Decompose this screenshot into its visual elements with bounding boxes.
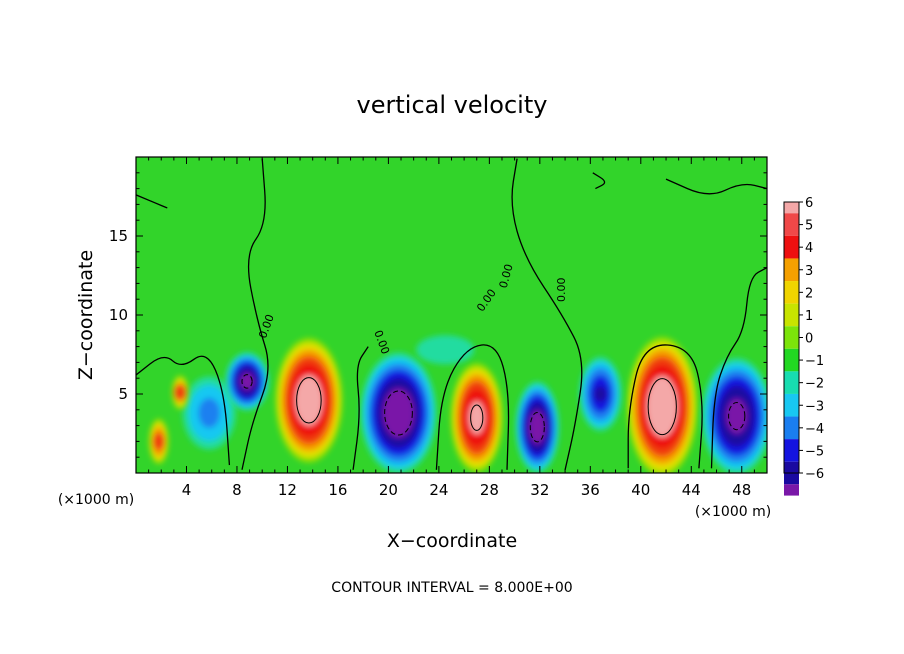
contour-line (647, 378, 677, 436)
zero-contour (136, 355, 231, 466)
colorbar-label: −1 (805, 354, 824, 369)
velocity-shade (198, 398, 221, 428)
x-tick-label: 4 (182, 481, 192, 499)
colorbar-label: −6 (805, 467, 824, 482)
x-axis-label: X−coordinate (387, 530, 517, 552)
colorbar-swatch (784, 281, 799, 304)
velocity-shade (152, 432, 166, 450)
chart-title: vertical velocity (357, 91, 548, 119)
colorbar-swatch (784, 202, 799, 214)
colorbar: 6 5 4 3 2 1 0 −1 −2 −3 −4 −5 −6 (783, 196, 824, 496)
colorbar-label: 4 (805, 241, 813, 256)
colorbar-swatch (784, 213, 799, 236)
zero-contour (435, 344, 510, 470)
velocity-cell (171, 375, 189, 410)
colorbar-swatch (784, 484, 799, 496)
zero-contour (627, 344, 703, 469)
colorbar-label: −2 (805, 377, 824, 392)
contour-lines (136, 158, 767, 470)
velocity-shade (382, 388, 414, 438)
colorbar-label: −5 (805, 444, 824, 459)
velocity-cell (701, 358, 767, 473)
velocity-cell (225, 352, 269, 411)
velocity-cell (450, 363, 503, 473)
zero-contour (241, 158, 269, 470)
colorbar-label: −4 (805, 422, 824, 437)
colorbar-swatch (784, 371, 799, 394)
zero-contour (352, 346, 369, 470)
y-tick-label: 5 (118, 385, 128, 403)
x-tick-label: 16 (328, 481, 347, 499)
colorbar-label: 6 (805, 196, 813, 211)
velocity-cell (579, 356, 622, 432)
x-axis: 4 8 12 16 20 24 28 32 36 40 44 48 (148, 157, 755, 499)
velocity-shade (416, 335, 475, 365)
contour-line (296, 377, 322, 424)
x-tick-label: 20 (379, 481, 398, 499)
contour-line (529, 412, 545, 443)
x-tick-label: 32 (530, 481, 549, 499)
colorbar-swatch (784, 258, 799, 282)
x-tick-label: 12 (278, 481, 297, 499)
velocity-shade (295, 374, 323, 426)
y-tick-label: 10 (109, 306, 128, 324)
y-tick-label: 15 (109, 227, 128, 245)
x-tick-label: 28 (480, 481, 499, 499)
x-tick-label: 40 (631, 481, 650, 499)
colorbar-label: −3 (805, 399, 824, 414)
colorbar-swatch (784, 326, 799, 349)
contour-line (384, 390, 413, 436)
velocity-cell (627, 337, 698, 473)
y-axis-label: Z−coordinate (75, 250, 97, 380)
y-axis: 5 10 15 (109, 172, 767, 458)
x-tick-label: 8 (232, 481, 242, 499)
velocity-shade (529, 410, 546, 445)
contour-line (241, 374, 253, 389)
contour-label: 0.00 (497, 263, 516, 290)
colorbar-label: 0 (805, 332, 813, 347)
colorbar-swatch (784, 303, 799, 327)
x-unit-right: (×1000 m) (695, 504, 771, 520)
velocity-shade (173, 384, 187, 401)
colorbar-label: 1 (805, 309, 813, 324)
colorbar-swatch (784, 235, 799, 259)
x-unit-left: (×1000 m) (58, 492, 134, 508)
colorbar-label: 2 (805, 286, 813, 301)
contour-line (470, 404, 484, 431)
velocity-field (148, 335, 767, 473)
x-tick-label: 36 (581, 481, 600, 499)
velocity-shade (468, 401, 485, 435)
zero-contour (136, 194, 168, 209)
colorbar-swatch (784, 439, 799, 462)
velocity-cell (148, 418, 169, 465)
velocity-cell (360, 352, 437, 473)
contour-label: 0.00 (555, 277, 568, 302)
velocity-shade (726, 398, 748, 434)
colorbar-swatch (784, 393, 799, 417)
velocity-shade (594, 386, 607, 402)
contour-line (728, 402, 746, 431)
x-tick-label: 24 (429, 481, 448, 499)
zero-contour (665, 178, 767, 195)
colorbar-label: 3 (805, 264, 813, 279)
velocity-shade (646, 376, 678, 438)
x-tick-label: 44 (682, 481, 701, 499)
zero-contour (511, 158, 583, 470)
colorbar-swatch (784, 348, 799, 372)
velocity-cell (416, 335, 475, 365)
contour-interval-note: CONTOUR INTERVAL = 8.000E+00 (331, 580, 572, 596)
velocity-cell (275, 338, 343, 463)
colorbar-label: 5 (805, 219, 813, 234)
velocity-cell (515, 381, 560, 473)
zero-contour (710, 267, 767, 469)
zero-contour (592, 172, 606, 190)
x-tick-label: 48 (732, 481, 751, 499)
colorbar-swatch (784, 416, 799, 440)
plot-area (136, 157, 767, 473)
